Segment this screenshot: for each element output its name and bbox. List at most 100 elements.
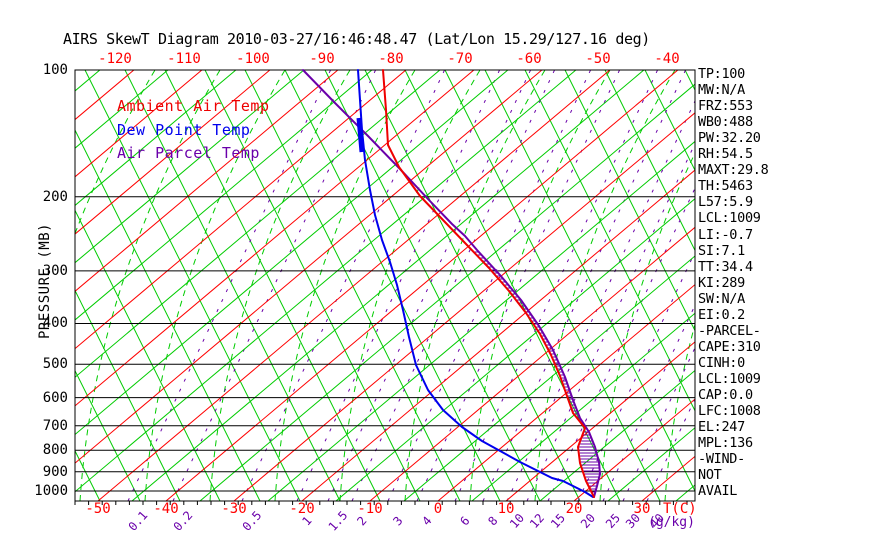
mixing-ratio-line xyxy=(351,70,556,501)
stat-line: TH:5463 xyxy=(698,178,753,195)
dry-adiabat-line xyxy=(564,70,695,332)
top-temp-label: -50 xyxy=(585,51,611,67)
pressure-tick-label: 700 xyxy=(42,417,68,434)
stat-line: MW:N/A xyxy=(698,82,745,99)
pressure-tick-label: 800 xyxy=(42,442,68,459)
isotherm-line xyxy=(301,169,695,501)
mixing-ratio-line xyxy=(482,70,687,501)
stat-line: WB0:488 xyxy=(698,114,753,131)
isotherm-line xyxy=(539,369,695,501)
isotherm-line xyxy=(75,70,203,178)
dry-adiabat-line xyxy=(244,70,461,501)
moist-adiabat-line xyxy=(664,322,695,501)
isotherm-line xyxy=(505,341,695,501)
top-temp-label: -110 xyxy=(167,51,201,67)
isotherm-line xyxy=(369,226,695,501)
mixing-ratio-line xyxy=(506,99,695,501)
bottom-temp-label: -10 xyxy=(357,501,383,517)
isotherm-line xyxy=(75,70,577,493)
mixing-ratio-line xyxy=(577,250,695,501)
moist-adiabat-line xyxy=(534,70,676,501)
top-temp-label: -70 xyxy=(447,51,473,67)
dry-adiabat-line xyxy=(75,209,221,501)
pressure-tick-label: 100 xyxy=(42,62,68,78)
curve-dew-point-temp xyxy=(357,69,594,498)
mixing-ratio-line xyxy=(127,70,332,501)
pressure-tick-label: 900 xyxy=(42,463,68,480)
bottom-temp-label: -30 xyxy=(221,501,247,517)
stat-line: MPL:136 xyxy=(698,435,753,452)
mixing-ratio-line xyxy=(454,70,659,501)
isotherm-line xyxy=(335,198,695,501)
background-grid xyxy=(0,70,870,501)
stat-line: LCL:1009 xyxy=(698,210,761,227)
stat-line: LCL:1009 xyxy=(698,370,761,387)
isotherm-line xyxy=(471,312,695,501)
top-temp-label: -80 xyxy=(378,51,404,67)
stat-line: SW:N/A xyxy=(698,290,745,307)
bottom-temp-label: 30 xyxy=(633,501,651,517)
isotherm-line xyxy=(607,427,695,501)
stat-line: LFC:1008 xyxy=(698,403,761,420)
bottom-temp-label: -40 xyxy=(153,501,179,517)
bottom-temp-label: 20 xyxy=(565,501,583,517)
stat-line: MAXT:29.8 xyxy=(698,162,769,179)
isotherm-line xyxy=(437,283,695,501)
isotherm-line xyxy=(165,70,679,501)
stat-line: L57:5.9 xyxy=(698,194,753,211)
stat-line: CAP:0.0 xyxy=(698,387,753,403)
isotherm-line xyxy=(131,70,645,501)
legend-item-0: Ambient Air Temp xyxy=(117,97,270,115)
top-temp-label: -60 xyxy=(516,51,542,67)
isotherm-line xyxy=(233,112,695,501)
isotherm-line xyxy=(0,70,32,501)
chart-title: AIRS SkewT Diagram 2010-03-27/16:46:48.4… xyxy=(63,30,650,48)
mixing-ratio-line xyxy=(602,304,695,501)
stat-line: PW:32.20 xyxy=(698,130,761,147)
legend-item-2: Air Parcel Temp xyxy=(117,144,260,162)
stat-line: -PARCEL- xyxy=(698,322,761,339)
isotherm-line xyxy=(75,70,305,264)
moist-adiabat-line xyxy=(404,70,546,501)
mixing-ratio-line xyxy=(296,70,501,501)
dry-adiabat-line xyxy=(644,70,695,172)
mixing-ratio-line xyxy=(327,70,532,501)
isotherm-line xyxy=(75,70,373,321)
dry-adiabat-line xyxy=(524,70,695,412)
saturated-layer-marker xyxy=(356,117,365,153)
stat-line: AVAIL xyxy=(698,483,738,500)
mixing-ratio-unit-label: (g/kg) xyxy=(648,515,695,530)
pressure-tick-label: 300 xyxy=(42,262,68,279)
isotherm-line xyxy=(75,70,509,436)
pressure-tick-label: 1000 xyxy=(34,483,68,499)
pressure-tick-label: 400 xyxy=(42,315,68,332)
bottom-temp-label: -50 xyxy=(85,501,111,517)
stat-line: CAPE:310 xyxy=(698,338,761,355)
dry-adiabat-line xyxy=(75,369,141,501)
dry-adiabat-line xyxy=(84,70,301,501)
isotherm-line xyxy=(75,70,271,235)
isotherm-line xyxy=(199,83,695,501)
mixing-ratio-line xyxy=(622,346,695,501)
mixing-ratio-line xyxy=(416,70,621,501)
temp-unit-label: T(C) xyxy=(663,501,697,517)
moist-adiabat-line xyxy=(860,70,870,501)
stat-line: SI:7.1 xyxy=(698,242,745,259)
mixing-ratio-line xyxy=(646,397,695,501)
isotherm-line xyxy=(75,70,237,207)
stat-line: TP:100 xyxy=(698,66,745,82)
isotherm-line xyxy=(75,70,169,149)
dry-adiabat-line xyxy=(404,70,621,501)
top-temp-label: -120 xyxy=(98,51,132,67)
top-temp-label: -100 xyxy=(236,51,270,67)
dry-adiabat-line xyxy=(0,70,20,501)
isotherm-line xyxy=(75,70,543,464)
dry-adiabat-line xyxy=(444,70,661,501)
bottom-temp-label: 0 xyxy=(433,501,443,517)
stat-line: NOT xyxy=(698,467,722,484)
pressure-tick-label: 200 xyxy=(42,188,68,205)
bottom-temp-label: 10 xyxy=(497,501,515,517)
moist-adiabat-line xyxy=(79,70,221,501)
